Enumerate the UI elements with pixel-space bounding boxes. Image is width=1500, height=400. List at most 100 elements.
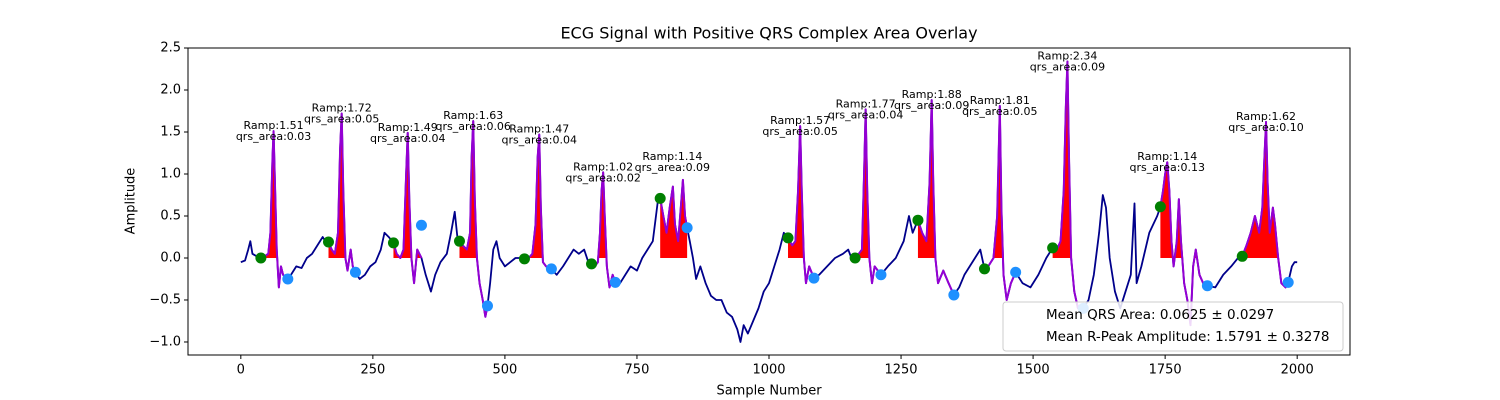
annotation: qrs_area:0.09 [635,161,710,174]
onset-point [586,258,598,270]
annotation: Ramp:1.14 [1137,150,1197,163]
ecg-line [240,60,1298,343]
onset-point [1236,250,1248,262]
x-tick-label: 1500 [1017,363,1050,378]
qrs-segment [1052,60,1084,310]
annotation: Ramp:1.77 [836,97,896,110]
onset-point [912,214,924,226]
offset-point [1201,280,1213,292]
qrs-segment [854,108,882,285]
x-tick-label: 750 [625,363,650,378]
qrs-segment [917,99,955,296]
qrs-segment [392,131,423,285]
chart-title: ECG Signal with Positive QRS Complex Are… [560,24,977,43]
onset-point [322,236,334,248]
x-axis-label: Sample Number [716,384,822,399]
onset-point [1047,242,1059,254]
onset-point [978,263,990,275]
x-tick-label: 500 [492,363,517,378]
axes-frame [187,47,1351,356]
offset-point [875,269,887,281]
annotation: Ramp:1.88 [902,88,962,101]
annotation: qrs_area:0.04 [370,132,445,145]
annotation: Ramp:1.81 [970,94,1030,107]
annotation: qrs_area:0.04 [502,134,577,147]
annotation: qrs_area:0.09 [1030,60,1105,73]
qrs-area [1052,61,1084,258]
annotation: qrs_area:0.02 [565,171,640,184]
offset-point [1010,266,1022,278]
annotation: Ramp:1.63 [443,109,503,122]
onset-point [518,253,530,265]
onset-point [849,252,861,264]
y-tick-label: −1.0 [149,334,181,349]
qrs-area [393,132,422,258]
qrs-area [328,113,356,258]
annotation: Ramp:1.02 [573,160,633,173]
offset-point [545,263,557,275]
qrs-segment [524,133,552,270]
annotation: qrs_area:0.10 [1228,121,1303,134]
annotation: Ramp:1.57 [770,114,830,127]
offset-point [481,300,493,312]
qrs-segment [659,178,689,243]
offset-point [948,289,960,301]
annotation: Ramp:1.62 [1236,110,1296,123]
onset-point [1154,201,1166,213]
onset-point [453,235,465,247]
annotation: qrs_area:0.04 [828,108,903,121]
qrs-area [917,100,954,258]
y-tick-label: 1.0 [160,166,181,181]
y-tick-label: 2.0 [160,82,181,97]
qrs-segment [1241,120,1290,289]
onset-point [255,252,267,264]
annotation: qrs_area:0.05 [762,125,837,138]
offset-point [349,266,361,278]
qrs-area [591,172,616,258]
annotation: qrs_area:0.09 [894,99,969,112]
annotation: Ramp:1.72 [312,102,372,115]
onset-point [654,192,666,204]
legend-label: Mean QRS Area: 0.0625 ± 0.0297 [1046,307,1274,323]
annotation: Ramp:1.51 [244,119,304,132]
y-axis-label: Amplitude [124,168,139,235]
qrs-segment [983,104,1017,301]
onset-point [782,232,794,244]
legend-box [1002,301,1344,352]
y-tick-label: 2.5 [160,41,181,56]
offset-point [1282,276,1294,288]
qrs-area [459,121,488,258]
offset-point [609,276,621,288]
x-tick-label: 1750 [1149,363,1182,378]
x-tick-label: 2000 [1281,363,1314,378]
x-tick-label: 1250 [884,363,917,378]
annotation: Ramp:1.14 [642,150,702,163]
annotation: Ramp:1.49 [378,121,438,134]
y-tick-label: 0.5 [160,208,181,223]
annotation: qrs_area:0.05 [962,105,1037,118]
offset-point [282,273,294,285]
annotation: qrs_area:0.05 [304,113,379,126]
onset-point [387,237,399,249]
x-tick-label: 250 [360,363,385,378]
x-tick-label: 1000 [752,363,785,378]
annotation: Ramp:2.34 [1037,49,1097,62]
qrs-area [660,179,688,258]
qrs-segment [260,130,289,289]
y-tick-label: 0.0 [160,250,181,265]
qrs-segment [1159,161,1208,327]
annotation: qrs_area:0.13 [1130,161,1205,174]
offset-point [681,222,693,234]
qrs-segment [787,125,815,285]
y-tick-label: −0.5 [149,292,181,307]
offset-point [808,272,820,284]
y-tick-label: 1.5 [160,124,181,139]
legend-label: Mean R-Peak Amplitude: 1.5791 ± 0.3278 [1046,329,1330,345]
qrs-area [524,134,552,258]
annotation: qrs_area:0.06 [435,120,510,133]
x-tick-label: 0 [237,363,245,378]
offset-point [415,219,427,231]
qrs-segment [327,112,357,273]
annotation: Ramp:1.47 [509,123,569,136]
